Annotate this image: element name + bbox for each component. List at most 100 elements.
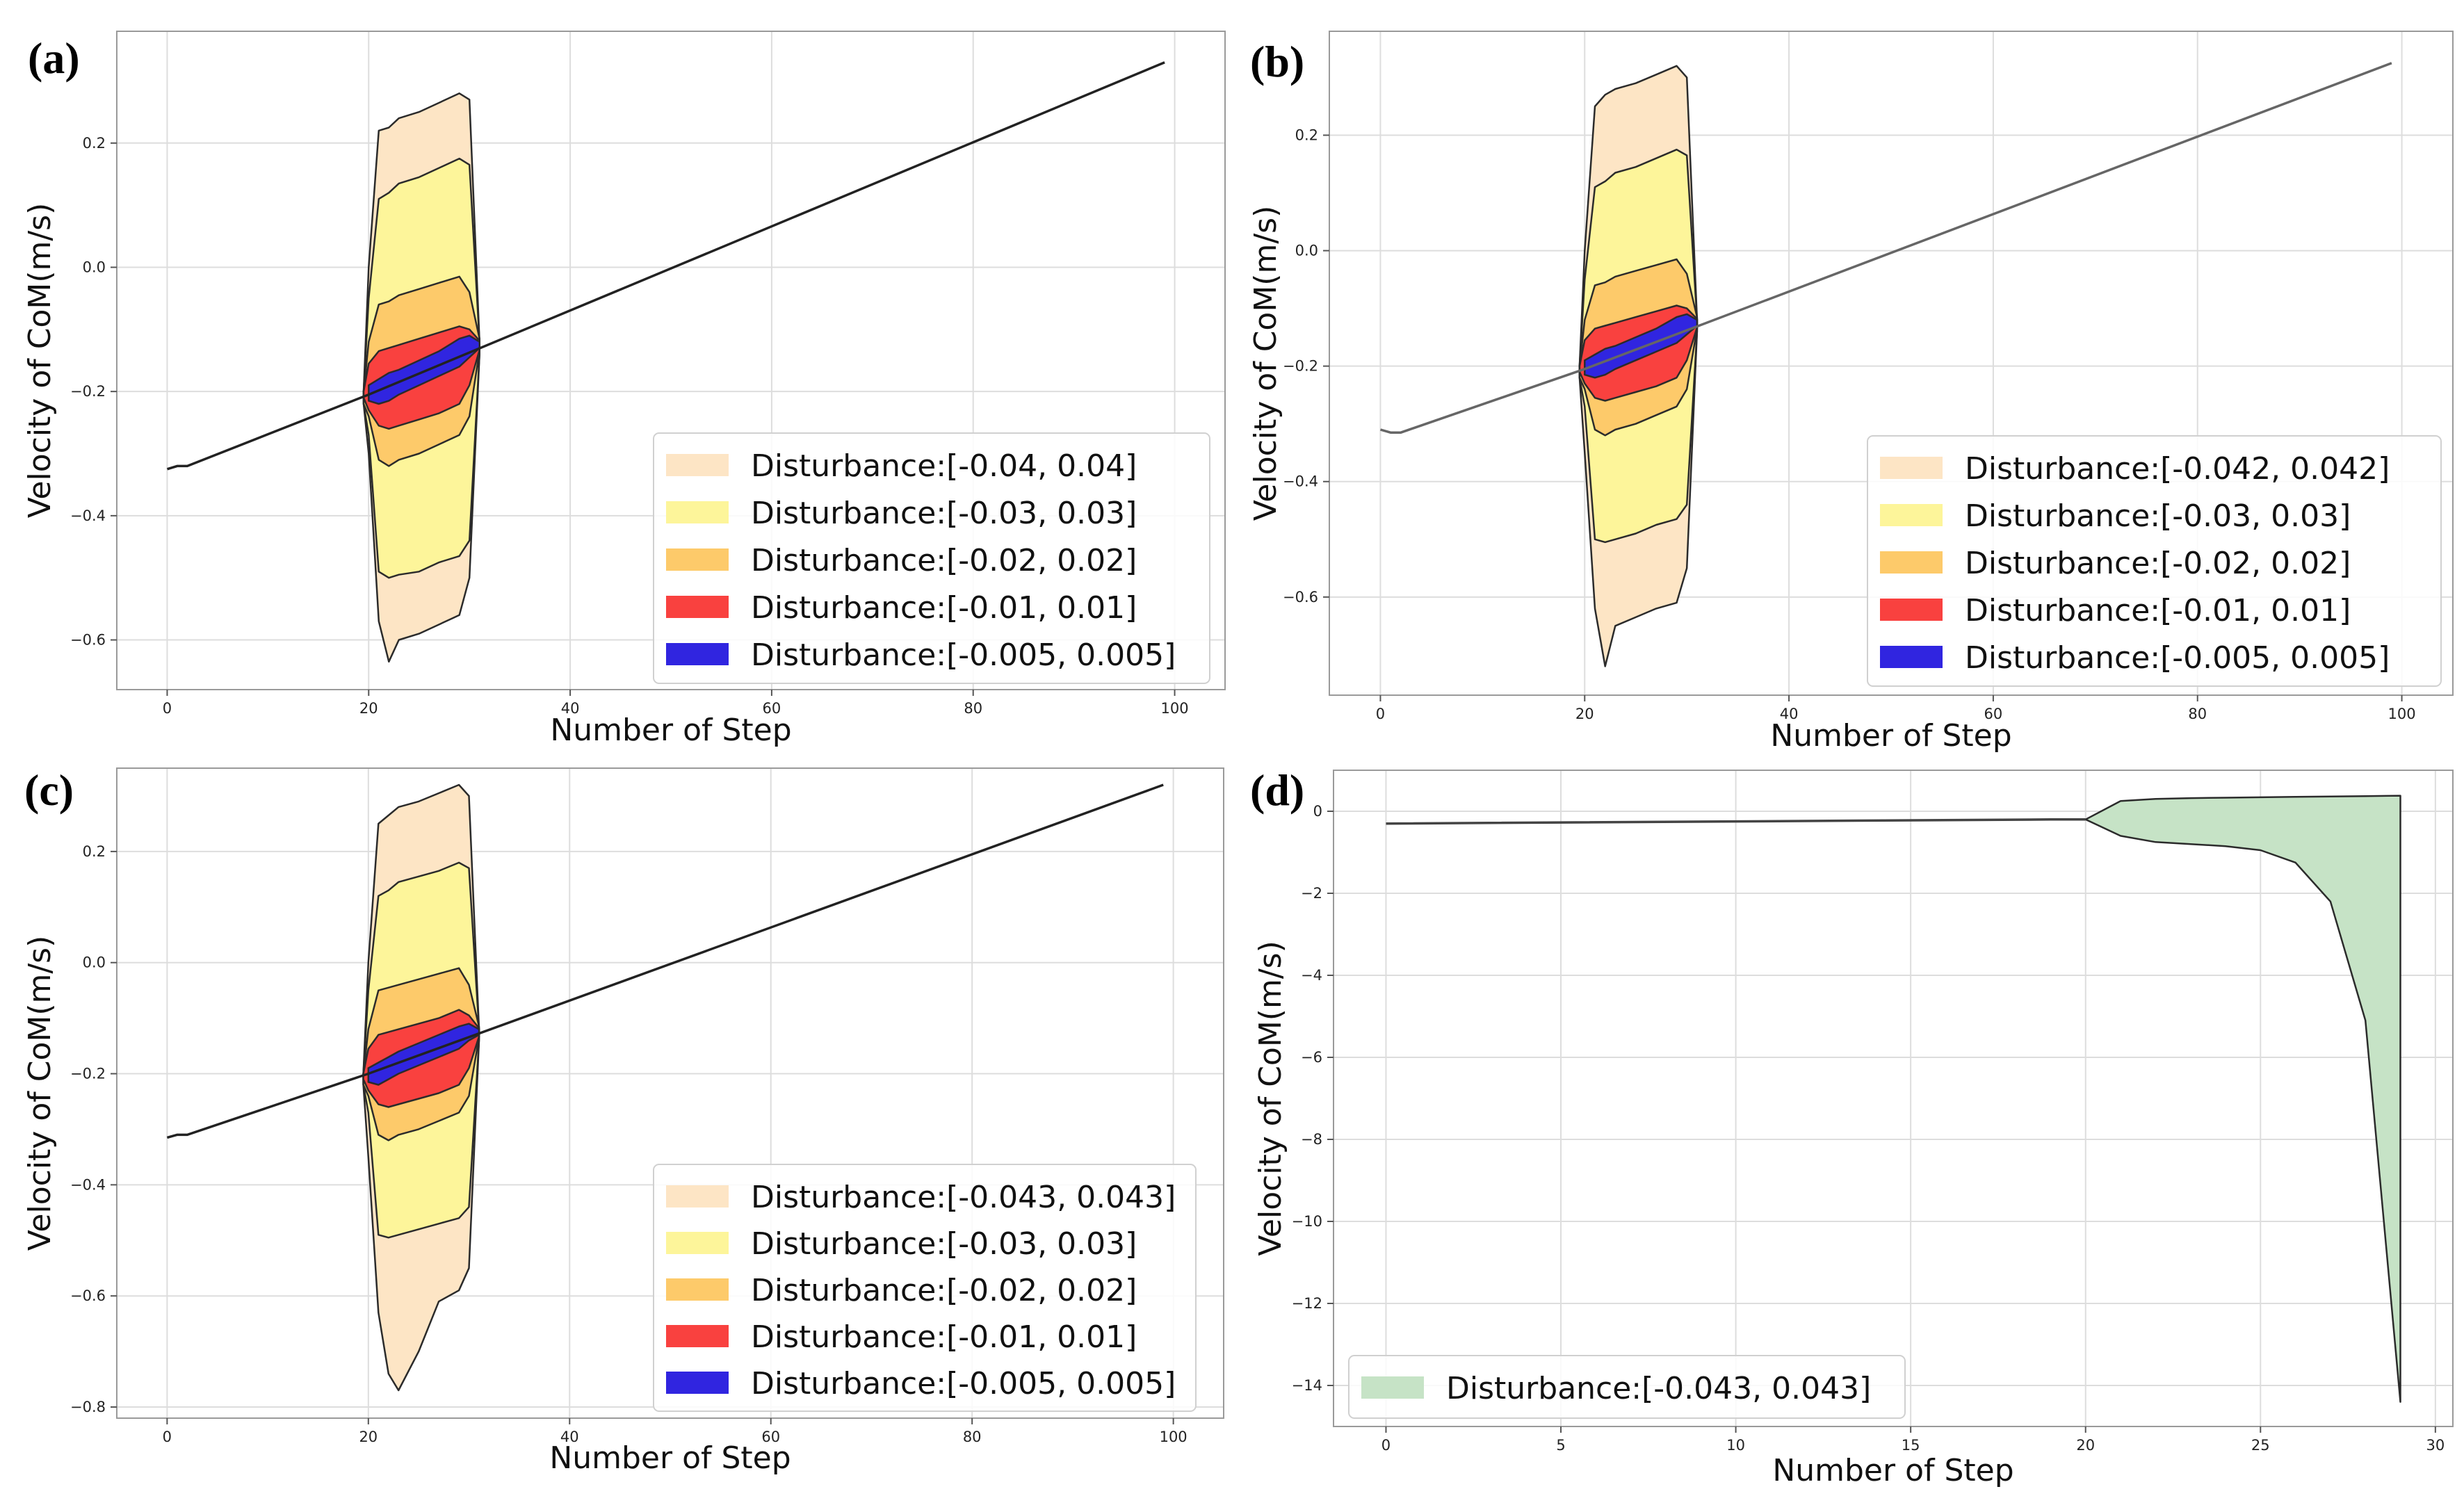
x-tick-label: 80: [2188, 706, 2207, 722]
legend-label: Disturbance:[-0.04, 0.04]: [751, 448, 1137, 484]
legend: Disturbance:[-0.043, 0.043]: [1348, 1355, 1906, 1419]
x-tick-label: 60: [761, 1429, 780, 1445]
y-axis-label: Velocity of CoM(m/s): [1253, 941, 1288, 1256]
y-tick-label: −0.4: [70, 1176, 106, 1193]
x-axis-label: Number of Step: [549, 1440, 791, 1476]
x-tick-label: 0: [163, 700, 172, 717]
x-tick-label: 60: [763, 700, 781, 717]
legend-label: Disturbance:[-0.01, 0.01]: [751, 1319, 1137, 1355]
legend: Disturbance:[-0.04, 0.04] Disturbance:[-0…: [653, 432, 1210, 684]
legend-swatch: [666, 454, 729, 476]
legend-label: Disturbance:[-0.005, 0.005]: [751, 637, 1176, 673]
legend-swatch: [1880, 504, 1943, 526]
x-tick-label: 10: [1726, 1437, 1745, 1454]
chart-panel-1: 0 20 40 60 80 100 −0.6 −0.4 −0.2 0.0 0.2 Number of …: [22, 31, 1226, 748]
x-tick-label: 15: [1902, 1437, 1920, 1454]
x-tick-label: 80: [964, 700, 982, 717]
legend-swatch: [1361, 1376, 1424, 1399]
x-axis-label: Number of Step: [1770, 718, 2011, 754]
y-tick-label: −0.2: [70, 1066, 106, 1082]
plot-frame: [116, 31, 1226, 690]
legend-box: [1348, 1355, 1906, 1419]
x-tick-label: 40: [1780, 706, 1799, 722]
legend-swatch: [666, 1372, 729, 1394]
mean-line: [166, 783, 1164, 1139]
panel-label: (d): [1250, 765, 1304, 815]
y-tick-label: −0.4: [70, 507, 106, 524]
plot-frame: [116, 767, 1224, 1419]
legend-label: Disturbance:[-0.03, 0.03]: [751, 496, 1137, 531]
y-tick-label: 0.0: [1295, 243, 1318, 259]
y-tick-label: 0.0: [83, 259, 106, 275]
y-tick-label: 0.2: [1295, 127, 1318, 143]
y-tick-label: 0.2: [83, 843, 106, 860]
x-axis-label: Number of Step: [1772, 1453, 2013, 1488]
y-tick-label: −12: [1292, 1295, 1322, 1312]
legend-swatch: [666, 643, 729, 665]
y-tick-label: −14: [1292, 1377, 1322, 1394]
band-1: [2084, 795, 2401, 1403]
x-tick-label: 80: [963, 1429, 982, 1445]
legend-label: Disturbance:[-0.03, 0.03]: [751, 1226, 1137, 1262]
chart-panel-3: 0 20 40 60 80 100 −0.8 −0.6 −0.4 −0.2 0.0 0.2 Number…: [22, 765, 1224, 1476]
y-tick-label: −2: [1301, 885, 1322, 902]
legend-box: [1867, 435, 2442, 687]
x-tick-label: 20: [359, 700, 378, 717]
chart-panel-2: 0 20 40 60 80 100 −0.6 −0.4 −0.2 0.0 0.2 Number of …: [1248, 31, 2454, 754]
x-tick-label: 25: [2251, 1437, 2270, 1454]
legend-swatch: [1880, 599, 1943, 621]
legend-swatch: [666, 1325, 729, 1347]
y-tick-label: −0.6: [1283, 589, 1318, 605]
legend-swatch: [666, 548, 729, 571]
y-tick-label: 0.2: [83, 135, 106, 152]
legend-swatch: [666, 1185, 729, 1208]
legend-label: Disturbance:[-0.02, 0.02]: [751, 1273, 1137, 1308]
legend-swatch: [666, 1278, 729, 1301]
legend-swatch: [666, 1232, 729, 1254]
x-tick-label: 0: [163, 1429, 172, 1445]
x-tick-label: 100: [2388, 706, 2415, 722]
legend-label: Disturbance:[-0.02, 0.02]: [751, 543, 1137, 578]
legend-label: Disturbance:[-0.043, 0.043]: [751, 1180, 1176, 1215]
legend-box: [653, 1164, 1197, 1412]
legend-swatch: [1880, 457, 1943, 479]
y-tick-label: −0.4: [1283, 473, 1318, 490]
y-tick-label: 0.0: [83, 954, 106, 971]
legend-box: [653, 432, 1210, 684]
x-tick-label: 40: [561, 700, 580, 717]
x-tick-label: 20: [2076, 1437, 2095, 1454]
x-tick-label: 20: [359, 1429, 378, 1445]
x-tick-label: 0: [1376, 706, 1385, 722]
y-tick-label: −0.2: [1283, 358, 1318, 375]
legend: Disturbance:[-0.043, 0.043] Disturbance:[…: [653, 1164, 1197, 1412]
y-tick-label: −0.2: [70, 383, 106, 400]
x-axis-label: Number of Step: [550, 713, 791, 748]
y-tick-label: −0.8: [70, 1399, 106, 1415]
x-tick-label: 100: [1160, 700, 1188, 717]
x-tick-label: 30: [2426, 1437, 2445, 1454]
mean-line: [166, 61, 1165, 471]
x-tick-label: 60: [1984, 706, 2003, 722]
legend-swatch: [666, 501, 729, 523]
legend-label: Disturbance:[-0.005, 0.005]: [751, 1366, 1176, 1401]
y-tick-label: 0: [1313, 803, 1322, 820]
y-tick-label: −8: [1301, 1131, 1322, 1148]
y-tick-label: −4: [1301, 967, 1322, 984]
y-tick-label: −10: [1292, 1213, 1322, 1230]
mean-line: [1386, 818, 2086, 825]
legend-label: Disturbance:[-0.005, 0.005]: [1965, 640, 2390, 676]
plot-frame: [1333, 770, 2454, 1427]
y-axis-label: Velocity of CoM(m/s): [22, 203, 58, 519]
y-tick-label: −0.6: [70, 1287, 106, 1304]
x-tick-label: 40: [560, 1429, 579, 1445]
legend: Disturbance:[-0.042, 0.042] Disturbance:[…: [1867, 435, 2442, 687]
legend-label: Disturbance:[-0.042, 0.042]: [1965, 451, 2390, 487]
x-tick-label: 20: [1575, 706, 1594, 722]
plot-frame: [1329, 31, 2454, 696]
chart-panel-4: 0 5 10 15 20 25 30 −14 −12 −10 −8 −6 −4 −2 0 Number of …: [1250, 765, 2454, 1488]
y-tick-label: −0.6: [70, 632, 106, 649]
y-axis-label: Velocity of CoM(m/s): [22, 936, 58, 1251]
legend-label: Disturbance:[-0.03, 0.03]: [1965, 498, 2351, 534]
x-tick-label: 100: [1160, 1429, 1188, 1445]
y-tick-label: −6: [1301, 1049, 1322, 1066]
